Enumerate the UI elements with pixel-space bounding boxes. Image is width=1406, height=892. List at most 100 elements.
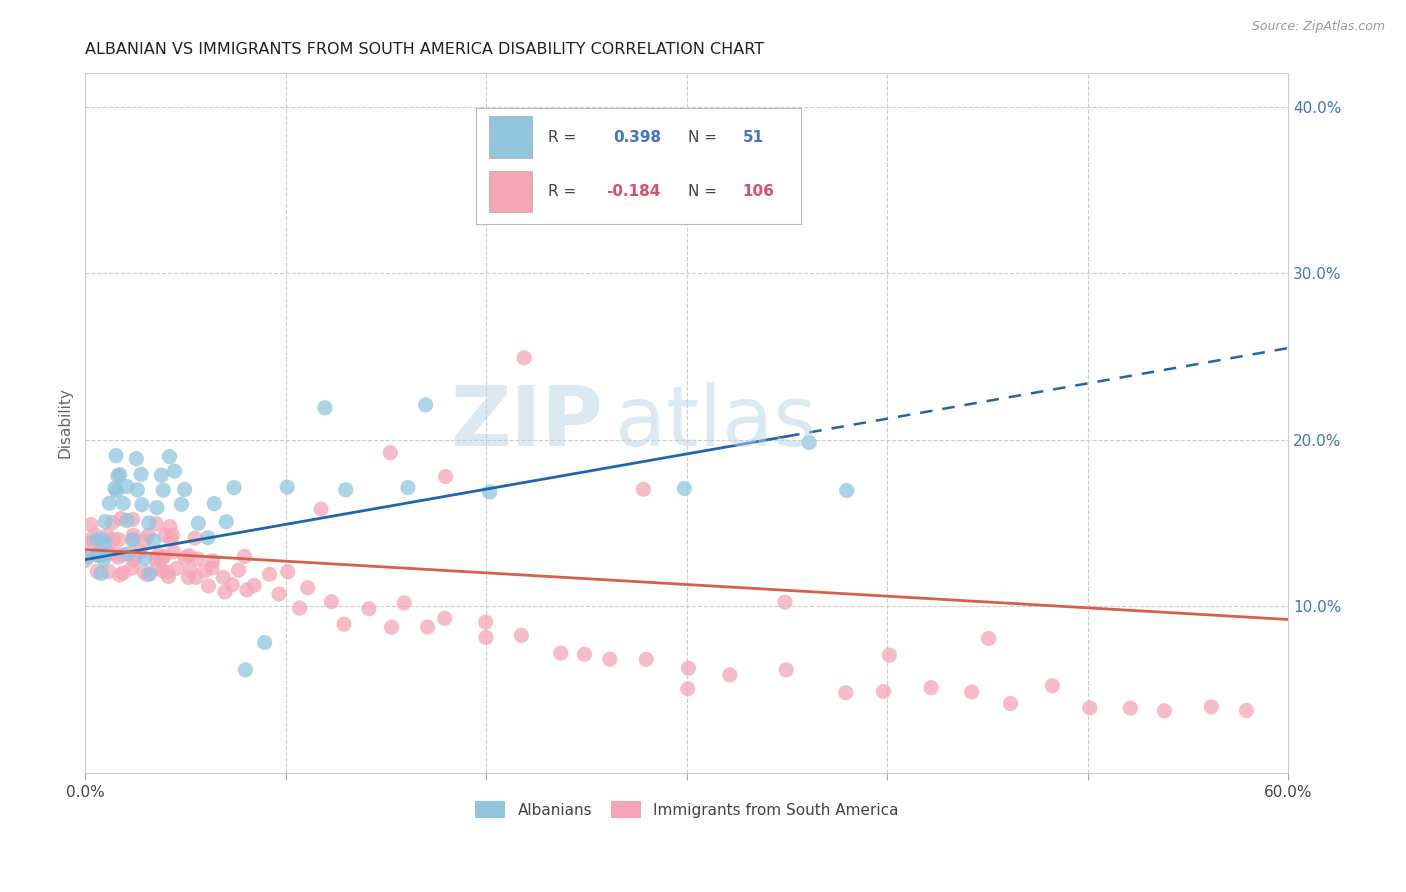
Point xyxy=(156,566,179,580)
Point xyxy=(773,595,796,609)
Point xyxy=(160,533,183,547)
Point xyxy=(357,601,380,615)
Point xyxy=(115,479,138,493)
Point xyxy=(138,528,160,542)
Point xyxy=(134,551,156,566)
Point xyxy=(243,578,266,592)
Point xyxy=(335,483,357,497)
Point xyxy=(107,469,129,483)
Point xyxy=(177,570,200,584)
Point xyxy=(201,554,224,568)
Point xyxy=(235,663,257,677)
Point xyxy=(105,483,128,498)
Point xyxy=(321,595,343,609)
Point xyxy=(127,483,149,497)
Point xyxy=(288,601,311,615)
Point xyxy=(1040,679,1063,693)
Point xyxy=(297,581,319,595)
Point xyxy=(1153,704,1175,718)
Point xyxy=(775,663,797,677)
Point xyxy=(212,570,235,584)
Point xyxy=(162,528,184,542)
Point xyxy=(132,566,155,580)
Point xyxy=(75,534,97,549)
Point xyxy=(146,561,169,575)
Point xyxy=(960,685,983,699)
Point xyxy=(142,533,165,548)
Point xyxy=(153,528,176,542)
Point xyxy=(475,631,498,645)
Point xyxy=(173,483,195,497)
Point xyxy=(129,467,152,482)
Point xyxy=(108,533,131,547)
Point xyxy=(197,579,219,593)
Point xyxy=(75,553,97,567)
Point xyxy=(835,686,858,700)
Point xyxy=(86,533,108,547)
Point xyxy=(104,482,127,496)
Point xyxy=(112,566,135,580)
Point xyxy=(277,565,299,579)
Point xyxy=(194,564,217,578)
Point xyxy=(145,551,167,566)
Point xyxy=(115,514,138,528)
Point xyxy=(574,647,596,661)
Point xyxy=(124,553,146,567)
Point xyxy=(333,617,356,632)
Point xyxy=(101,516,124,530)
Point xyxy=(478,485,501,500)
Point xyxy=(94,536,117,550)
Point xyxy=(184,570,207,584)
Y-axis label: Disability: Disability xyxy=(58,387,72,458)
Point xyxy=(124,549,146,563)
Point xyxy=(162,545,184,559)
Point xyxy=(150,552,173,566)
Point xyxy=(91,533,114,547)
Point xyxy=(718,668,741,682)
Point xyxy=(433,611,456,625)
Point xyxy=(380,620,402,634)
Point xyxy=(90,548,112,562)
Point xyxy=(179,564,201,578)
Legend: Albanians, Immigrants from South America: Albanians, Immigrants from South America xyxy=(468,795,905,824)
Point xyxy=(416,620,439,634)
Point xyxy=(80,517,103,532)
Point xyxy=(236,582,259,597)
Point xyxy=(673,482,696,496)
Point xyxy=(253,635,276,649)
Point xyxy=(170,497,193,511)
Point xyxy=(221,578,243,592)
Point xyxy=(678,661,700,675)
Point xyxy=(1078,701,1101,715)
Point xyxy=(152,564,174,578)
Point xyxy=(187,516,209,531)
Point xyxy=(77,549,100,564)
Point xyxy=(276,480,298,494)
Point xyxy=(108,568,131,582)
Text: ALBANIAN VS IMMIGRANTS FROM SOUTH AMERICA DISABILITY CORRELATION CHART: ALBANIAN VS IMMIGRANTS FROM SOUTH AMERIC… xyxy=(86,42,765,57)
Point xyxy=(267,587,290,601)
Point xyxy=(1000,697,1022,711)
Point xyxy=(676,681,699,696)
Point xyxy=(309,502,332,516)
Point xyxy=(104,547,127,561)
Point xyxy=(103,533,125,547)
Point xyxy=(187,552,209,566)
Point xyxy=(228,563,250,577)
Point xyxy=(159,450,181,464)
Point xyxy=(93,548,115,562)
Point xyxy=(122,533,145,547)
Point xyxy=(392,596,415,610)
Point xyxy=(146,500,169,515)
Point xyxy=(90,566,112,581)
Point xyxy=(122,528,145,542)
Point xyxy=(879,648,901,662)
Point xyxy=(98,496,121,510)
Point xyxy=(920,681,942,695)
Point xyxy=(510,628,533,642)
Point xyxy=(84,547,107,561)
Point xyxy=(174,550,197,565)
Point xyxy=(977,632,1000,646)
Point xyxy=(134,533,156,548)
Point xyxy=(599,652,621,666)
